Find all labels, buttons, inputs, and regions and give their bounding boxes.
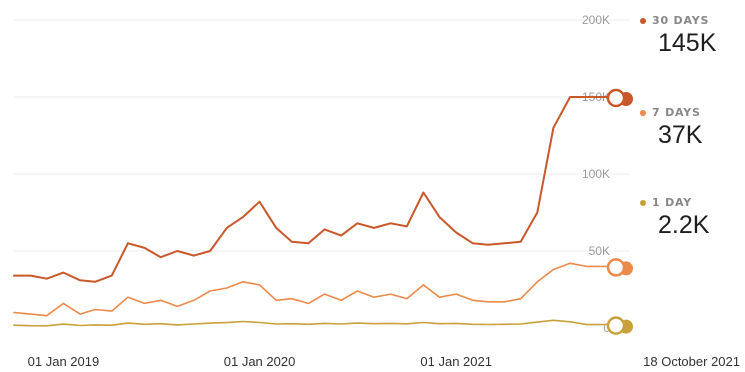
legend-label-7-days: 7 DAYS [640,106,745,119]
legend-item-1-day: 1 DAY 2.2K [640,196,745,240]
end-marker-ring-7-days [606,258,626,277]
x-tick-label: 18 October 2021 [643,354,740,369]
legend-label-30-days: 30 DAYS [640,14,745,27]
y-tick-label: 200K [582,13,610,27]
x-tick-label: 01 Jan 2019 [28,354,100,369]
series-line-1-day [13,319,613,327]
x-tick-label: 01 Jan 2020 [224,354,296,369]
legend-label-30-days-text: 30 DAYS [652,14,710,27]
series-line-7-days [13,262,613,317]
legend-dot-1-day [640,199,646,206]
legend-label-1-day-text: 1 DAY [652,196,693,209]
legend-value-30-days: 145K [658,29,717,57]
y-tick-label: 100K [582,167,610,181]
legend-dot-7-days [640,109,646,116]
legend-item-30-days: 30 DAYS 145K [640,14,745,58]
series-line-30-days [13,96,613,283]
legend-label-1-day: 1 DAY [640,196,745,209]
end-marker-ring-1-day [606,316,626,335]
legend-dot-30-days [640,17,646,24]
legend-label-7-days-text: 7 DAYS [652,106,701,119]
legend-value-1-day: 2.2K [658,211,710,239]
y-tick-label: 50K [589,244,610,258]
legend-item-7-days: 7 DAYS 37K [640,106,745,150]
legend-value-7-days: 37K [658,121,703,149]
end-marker-ring-30-days [606,88,626,108]
x-tick-label: 01 Jan 2021 [420,354,492,369]
y-tick-label: 0 [603,321,610,335]
